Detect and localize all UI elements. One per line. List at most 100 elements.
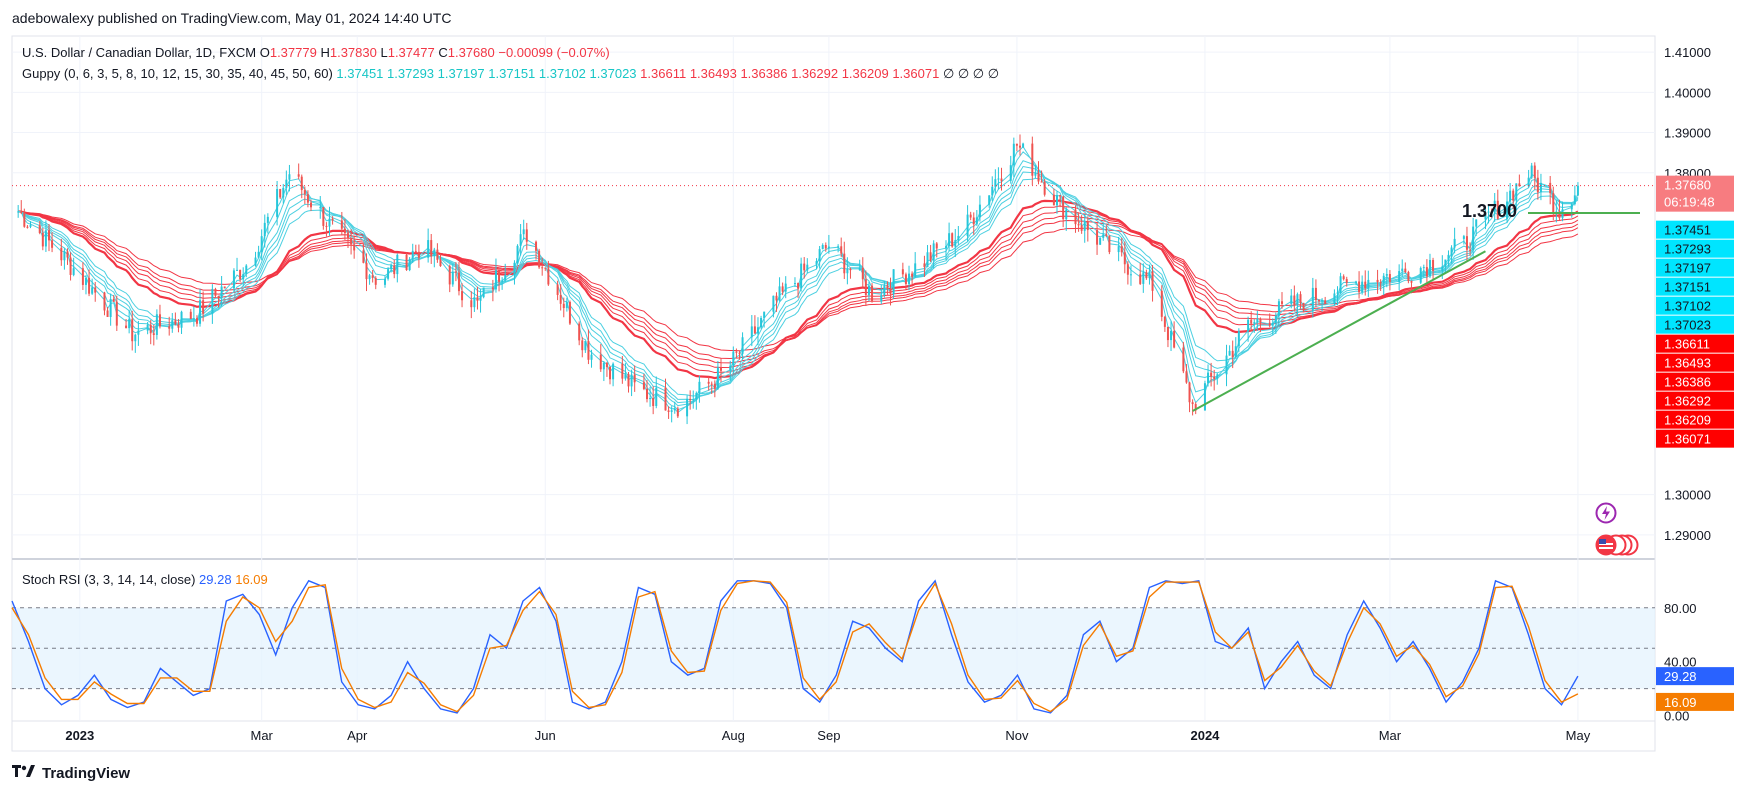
ascending-trendline[interactable] [1192,250,1486,412]
stoch-rsi-pane[interactable] [11,579,1655,714]
candle-body [1465,236,1468,250]
time-axis-tick-label: Jun [535,728,556,743]
guppy-slow-price-label-box [1656,410,1734,429]
candle-body [1173,330,1176,348]
candle-body [368,275,371,280]
candle-body [1450,247,1453,255]
price-pane[interactable] [12,134,1655,425]
guppy-slow-price-label-text: 1.36493 [1664,356,1711,371]
candle-body [1077,224,1080,226]
candle-body [396,254,399,275]
candle-body [288,174,291,180]
stoch-rsi-d-line [11,580,1579,713]
candle-body [602,362,605,370]
candle-body [923,263,926,267]
candle-body [735,351,738,353]
candle-body [1447,254,1450,260]
candle-body [1515,183,1518,201]
candle-body [1000,178,1003,181]
candle-body [66,251,69,258]
guppy-fast-price-label-text: 1.37151 [1664,280,1711,295]
guppy-slow-price-label: 1.36292 [1656,391,1734,410]
candle-body [47,230,50,241]
candle-body [908,273,911,285]
candle-body [1126,264,1129,275]
candle-body [1259,318,1262,323]
candle-body [1472,226,1475,251]
publisher-caption: adebowalexy published on TradingView.com… [12,10,452,26]
candle-body [343,228,346,234]
candle-body [1462,236,1465,239]
candle-body [112,298,115,302]
candle-body [775,295,778,301]
lightning-icon[interactable] [1595,502,1617,529]
candle-body [692,399,695,401]
candle-body [1441,266,1444,271]
guppy-fast-price-label-text: 1.37102 [1664,299,1711,314]
candle-body [1512,190,1515,201]
guppy-slow-price-label-box [1656,334,1734,353]
guppy-legend[interactable]: Guppy (0, 6, 3, 5, 8, 10, 12, 15, 30, 35… [22,66,999,82]
candle-body [1234,346,1237,358]
guppy-fast-price-label: 1.37451 [1656,220,1734,239]
candle-body [1247,319,1250,332]
candle-body [180,311,183,328]
candle-body [109,298,112,317]
candle-body [535,241,538,251]
candle-body [1530,165,1533,178]
candle-body [719,367,722,371]
guppy-slow-value: 1.36071 [892,66,940,81]
candle-body [901,269,904,275]
candle-body [556,284,559,295]
stoch-rsi-legend[interactable]: Stoch RSI (3, 3, 14, 14, close) 29.28 16… [22,572,268,587]
candle-body [1539,182,1542,193]
candle-body [498,270,501,282]
candle-body [741,337,744,354]
candle-body [784,283,787,292]
candle-body [1425,267,1428,277]
candle-body [951,233,954,247]
candle-body [1055,195,1058,206]
candle-body [1388,274,1391,282]
candle-body [652,398,655,406]
candle-body [1009,165,1012,181]
guppy-fast-price-label-text: 1.37023 [1664,318,1711,333]
candle-body [1573,195,1576,205]
candle-body [803,263,806,271]
candle-body [1576,185,1579,196]
us-flag-icon[interactable] [1595,534,1639,561]
time-axis[interactable]: 2023 Mar Apr Jun Aug Sep Nov 2024 Mar May [65,728,1590,743]
candle-body [1065,209,1068,220]
candle-body [1040,181,1043,183]
candle-body [254,257,257,266]
countdown-text: 06:19:48 [1664,195,1715,210]
candle-body [106,310,109,317]
candle-body [689,398,692,401]
candle-body [1487,211,1490,213]
candle-body [843,253,846,274]
candle-body [350,238,353,245]
candle-body [846,269,849,274]
time-axis-tick-label: May [1566,728,1591,743]
tradingview-footer[interactable]: TradingView [12,764,130,783]
guppy-fast-price-label: 1.37293 [1656,239,1734,258]
candle-body [202,300,205,314]
candle-body [1419,268,1422,283]
candle-body [276,189,279,217]
candle-body [257,251,260,258]
guppy-label: Guppy (0, 6, 3, 5, 8, 10, 12, 15, 30, 35… [22,66,333,81]
candle-body [1379,282,1382,284]
symbol-legend[interactable]: U.S. Dollar / Canadian Dollar, 1D, FXCM … [22,45,610,60]
candle-body [285,179,288,188]
candle-body [756,327,759,334]
candle-body [214,288,217,296]
candle-body [29,225,32,227]
guppy-fast-value: 1.37451 [336,66,384,81]
current-price-text: 1.37680 [1664,178,1711,193]
price-axis[interactable]: 1.410001.400001.390001.380001.300001.290… [1656,45,1734,724]
guppy-slow-price-label-text: 1.36292 [1664,394,1711,409]
candle-body [433,249,436,257]
stoch-rsi-d-value: 16.09 [235,572,268,587]
candle-body [1339,276,1342,293]
